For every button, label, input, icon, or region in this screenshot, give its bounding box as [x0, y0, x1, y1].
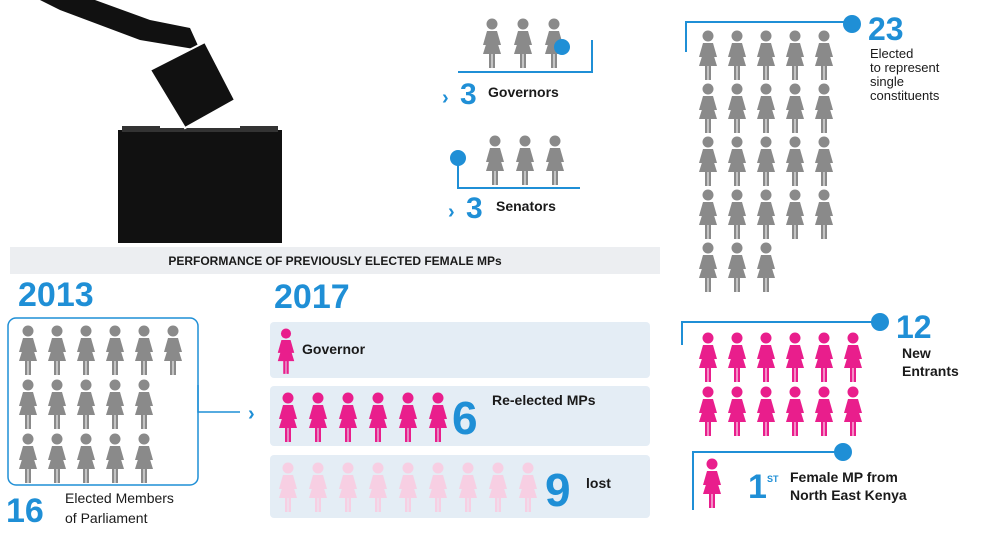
person-icon: [728, 387, 746, 437]
governors-label: › 3 Governors: [442, 78, 559, 111]
person-icon: [728, 84, 746, 134]
person-icon: [77, 434, 95, 484]
person-icon: [757, 31, 775, 81]
person-icon: [786, 31, 804, 81]
person-icon: [786, 137, 804, 187]
first-ordinal: 1: [748, 468, 767, 506]
person-icon: [19, 434, 37, 484]
person-icon: [815, 333, 833, 383]
person-icon: [815, 387, 833, 437]
person-icon: [844, 387, 862, 437]
banner-title: PERFORMANCE OF PREVIOUSLY ELECTED FEMALE…: [168, 254, 502, 268]
ballot-illustration: [40, 0, 282, 243]
arrow: ›: [248, 403, 255, 425]
dot: [554, 39, 570, 55]
person-icon: [728, 190, 746, 240]
person-icon: [19, 326, 37, 376]
lost-label: lost: [586, 475, 611, 491]
person-icon: [546, 136, 564, 186]
person-icon: [757, 137, 775, 187]
first-label: North East Kenya: [790, 487, 907, 503]
person-icon: [757, 190, 775, 240]
person-icon: [77, 326, 95, 376]
person-icon: [486, 136, 504, 186]
person-icon: [757, 387, 775, 437]
person-icon: [786, 190, 804, 240]
person-icon: [135, 380, 153, 430]
person-icon: [699, 190, 717, 240]
elected-icons: [699, 31, 833, 293]
new-icons: [699, 333, 862, 437]
person-icon: [757, 243, 775, 293]
person-icon: [106, 434, 124, 484]
person-icon: [699, 333, 717, 383]
new-number: 12: [896, 309, 932, 345]
person-icon: [514, 19, 532, 69]
first-suffix: ST: [767, 474, 779, 484]
senators-label: › 3 Senators: [448, 192, 556, 225]
person-icon: [48, 434, 66, 484]
person-icon: [699, 31, 717, 81]
governor-label: Governor: [302, 341, 366, 357]
person-icon: [728, 243, 746, 293]
person-icon: [135, 434, 153, 484]
person-icon: [757, 333, 775, 383]
person-icon: [135, 326, 153, 376]
connector: [198, 385, 240, 412]
dot: [834, 443, 852, 461]
person-icon: [757, 84, 775, 134]
person-icon: [815, 190, 833, 240]
person-icon: [728, 31, 746, 81]
person-icon: [728, 137, 746, 187]
elected-label: single: [870, 74, 904, 89]
year: 2013: [18, 276, 94, 314]
lost-number: 9: [545, 464, 571, 516]
person-icon: [106, 326, 124, 376]
reelected-label: Re-elected MPs: [492, 392, 596, 408]
mp-number: 16: [6, 492, 44, 530]
elected-label: Elected: [870, 46, 913, 61]
mp-label: of Parliament: [65, 510, 148, 526]
senator-icons: [486, 136, 564, 186]
infographic: › 3 Governors › 3 Senators 23 Elected to…: [0, 0, 981, 533]
person-icon: [699, 84, 717, 134]
person-icon: [699, 387, 717, 437]
elected-number: 23: [868, 11, 904, 47]
first-label: Female MP from: [790, 469, 898, 485]
new-label: Entrants: [902, 363, 959, 379]
person-icon: [786, 387, 804, 437]
person-icon: [815, 137, 833, 187]
person-icon: [699, 137, 717, 187]
person-icon: [516, 136, 534, 186]
person-icon: [815, 31, 833, 81]
person-icon: [19, 380, 37, 430]
person-icon: [106, 380, 124, 430]
person-icon: [786, 333, 804, 383]
person-icon: [77, 380, 95, 430]
person-icon: [699, 243, 717, 293]
elected-label: to represent: [870, 60, 940, 75]
elected-label: constituents: [870, 88, 940, 103]
dot: [843, 15, 861, 33]
reelected-number: 6: [452, 392, 478, 444]
person-icon: [786, 84, 804, 134]
person-icon: [164, 326, 182, 376]
person-icon: [815, 84, 833, 134]
person-icon: [48, 326, 66, 376]
dot: [871, 313, 889, 331]
governor-icons: [483, 19, 563, 69]
person-icon: [844, 333, 862, 383]
person-icon: [48, 380, 66, 430]
year: 2017: [274, 278, 350, 316]
person-icon: [728, 333, 746, 383]
mp-label: Elected Members: [65, 490, 174, 506]
first-icon: [703, 459, 721, 509]
mp-icons: [19, 326, 182, 484]
new-label: New: [902, 345, 931, 361]
person-icon: [483, 19, 501, 69]
